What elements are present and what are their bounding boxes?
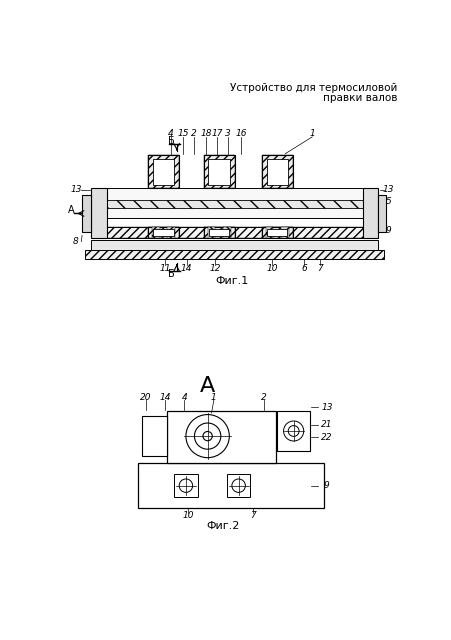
Text: 14: 14 <box>180 264 192 273</box>
Text: 9: 9 <box>323 481 329 490</box>
Bar <box>266 159 288 184</box>
Bar <box>95 208 373 218</box>
Text: 15: 15 <box>177 129 188 138</box>
Bar <box>261 227 292 239</box>
Text: 5: 5 <box>384 197 390 206</box>
Text: 13: 13 <box>70 186 82 195</box>
Bar <box>147 227 179 239</box>
Text: 22: 22 <box>321 433 332 442</box>
Bar <box>91 188 106 239</box>
Circle shape <box>194 423 220 449</box>
Text: 3: 3 <box>225 129 230 138</box>
Text: правки валов: правки валов <box>322 93 396 102</box>
Bar <box>167 411 275 463</box>
Bar <box>93 227 376 239</box>
Bar <box>147 156 179 188</box>
Text: 10: 10 <box>266 264 277 273</box>
Text: 11: 11 <box>159 264 170 273</box>
Circle shape <box>231 479 245 492</box>
Text: Фиг.2: Фиг.2 <box>206 522 239 531</box>
Text: 1: 1 <box>308 129 314 138</box>
Bar <box>95 200 373 208</box>
Text: 2: 2 <box>261 392 267 402</box>
Bar <box>152 159 174 184</box>
Bar <box>95 188 373 200</box>
Circle shape <box>202 431 212 441</box>
Bar <box>153 229 173 236</box>
Text: 20: 20 <box>139 392 151 402</box>
Bar <box>147 227 179 239</box>
Text: Б: Б <box>167 269 174 279</box>
Text: 1: 1 <box>211 392 216 402</box>
Text: А: А <box>199 376 215 396</box>
Bar <box>209 229 229 236</box>
Text: 12: 12 <box>209 264 221 273</box>
Text: 18: 18 <box>200 129 212 138</box>
Circle shape <box>179 479 192 492</box>
Bar <box>203 156 234 188</box>
Bar <box>261 156 292 188</box>
Text: 6: 6 <box>301 264 307 273</box>
Bar <box>91 240 377 250</box>
Bar <box>174 474 197 497</box>
Bar <box>267 229 287 236</box>
Bar <box>167 227 175 239</box>
Text: 10: 10 <box>182 511 193 520</box>
Text: 13: 13 <box>382 186 393 195</box>
Circle shape <box>185 415 229 458</box>
Text: 13: 13 <box>321 403 332 412</box>
Bar <box>207 227 215 239</box>
Bar <box>281 227 288 239</box>
Bar <box>147 156 179 188</box>
Bar <box>152 227 159 239</box>
Text: 16: 16 <box>235 129 246 138</box>
Bar <box>208 159 230 184</box>
Text: 7: 7 <box>249 511 255 520</box>
Text: 21: 21 <box>321 420 332 429</box>
Bar <box>138 463 323 508</box>
Text: 8: 8 <box>73 237 78 246</box>
Bar <box>362 188 377 239</box>
Bar <box>223 227 230 239</box>
Bar <box>93 227 376 239</box>
Bar <box>203 227 234 239</box>
Bar <box>261 227 292 239</box>
Text: 17: 17 <box>211 129 222 138</box>
Bar <box>377 195 385 232</box>
Text: 7: 7 <box>317 264 322 273</box>
Bar <box>82 195 91 232</box>
Circle shape <box>288 426 299 436</box>
Bar <box>277 411 309 451</box>
Circle shape <box>283 421 303 441</box>
Bar <box>203 227 234 239</box>
Text: 9: 9 <box>384 227 390 236</box>
Bar <box>261 156 292 188</box>
Bar <box>142 415 166 456</box>
Bar <box>203 156 234 188</box>
Text: 4: 4 <box>168 129 174 138</box>
Text: Б: Б <box>167 136 174 146</box>
Text: 14: 14 <box>159 392 170 402</box>
Text: А: А <box>68 205 74 216</box>
Text: 2: 2 <box>190 129 196 138</box>
Text: 4: 4 <box>181 392 187 402</box>
Bar <box>226 474 250 497</box>
Text: Устройство для термосиловой: Устройство для термосиловой <box>230 83 396 93</box>
Bar <box>85 250 383 259</box>
Text: Фиг.1: Фиг.1 <box>215 276 248 286</box>
Bar <box>265 227 273 239</box>
